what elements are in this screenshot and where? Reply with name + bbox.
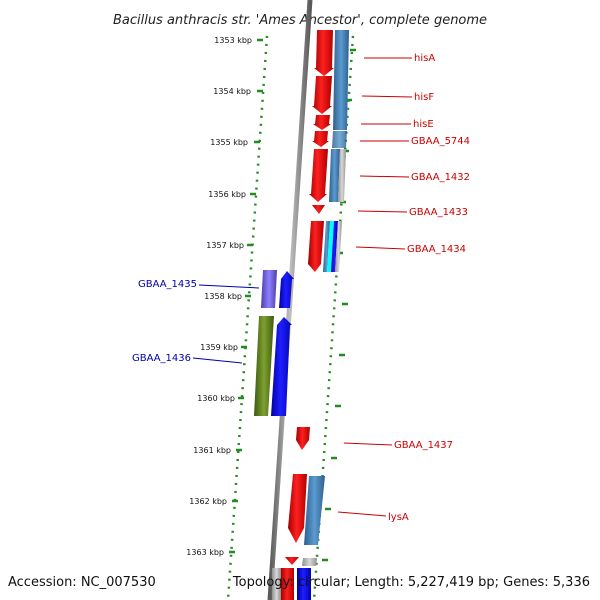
gene-arrow-GBAA_5744[interactable] xyxy=(312,131,329,147)
gene-arrow-partial[interactable] xyxy=(285,557,299,565)
gene-block-partial[interactable] xyxy=(281,568,294,600)
gene-arrow-GBAA_1435[interactable] xyxy=(279,271,294,308)
ruler-tick-label: 1355 kbp xyxy=(210,138,248,147)
leader-line-lysA xyxy=(337,511,387,517)
gene-label-hisE[interactable]: hisE xyxy=(413,119,434,130)
cds-bar-GBAA_1432-grey[interactable] xyxy=(338,149,346,202)
cds-bar-hisA[interactable] xyxy=(333,30,349,130)
ruler-tick-label: 1362 kbp xyxy=(189,497,227,506)
gene-arrow-hisA[interactable] xyxy=(314,30,334,76)
cds-bar-partial-grey-lower[interactable] xyxy=(272,568,281,600)
leader-line-GBAA_1433 xyxy=(357,210,408,213)
cds-bar-lysA[interactable] xyxy=(304,476,325,545)
cds-bar-hisE[interactable] xyxy=(332,131,347,148)
cds-bar-GBAA_1434-cyan[interactable] xyxy=(327,221,334,272)
leader-line-GBAA_1435 xyxy=(198,284,260,289)
forward-gene-labels: hisA hisF hisE GBAA_5744 GBAA_1432 GBAA_… xyxy=(337,53,470,523)
leader-line-GBAA_1434 xyxy=(355,246,406,250)
gene-arrow-GBAA_1432[interactable] xyxy=(309,149,328,202)
ruler-tick-label: 1358 kbp xyxy=(204,292,242,301)
gene-arrow-hisF[interactable] xyxy=(312,76,332,114)
gene-arrow-GBAA_1436[interactable] xyxy=(271,317,292,416)
gene-label-lysA[interactable]: lysA xyxy=(388,512,409,523)
gene-label-hisF[interactable]: hisF xyxy=(414,92,434,103)
reverse-gene-labels: GBAA_1435 GBAA_1436 xyxy=(132,279,260,364)
gene-arrow-GBAA_1433[interactable] xyxy=(312,205,325,214)
leader-line-GBAA_1432 xyxy=(359,175,410,178)
map-title: Bacillus anthracis str. 'Ames Ancestor',… xyxy=(113,13,487,28)
ruler-tick-label: 1357 kbp xyxy=(206,241,244,250)
leader-line-GBAA_1436 xyxy=(192,357,243,364)
gene-label-GBAA_1436[interactable]: GBAA_1436 xyxy=(132,353,191,364)
ruler-tick-label: 1356 kbp xyxy=(208,190,246,199)
forward-strand-genes xyxy=(281,30,334,600)
gene-label-GBAA_1434[interactable]: GBAA_1434 xyxy=(407,244,466,255)
ruler-tick-label: 1361 kbp xyxy=(193,446,231,455)
cds-features xyxy=(272,30,349,600)
genome-summary-text: Topology: circular; Length: 5,227,419 bp… xyxy=(232,575,590,590)
ruler-tick-label: 1354 kbp xyxy=(213,87,251,96)
ruler-tick-label: 1363 kbp xyxy=(186,548,224,557)
ruler: 1353 kbp 1354 kbp 1355 kbp 1356 kbp 1357… xyxy=(186,36,263,557)
cds-bar-partial-grey[interactable] xyxy=(302,558,317,566)
gene-label-GBAA_1433[interactable]: GBAA_1433 xyxy=(409,207,468,218)
cds-bar-GBAA_1434-steel[interactable] xyxy=(323,221,330,272)
gene-arrow-GBAA_1434[interactable] xyxy=(308,221,324,272)
cds-bar-GBAA_1436[interactable] xyxy=(254,316,274,416)
accession-text: Accession: NC_007530 xyxy=(8,575,156,590)
cds-bar-GBAA_1434-grey[interactable] xyxy=(335,221,342,272)
cds-bar-partial[interactable] xyxy=(297,568,311,600)
cds-bar-GBAA_1432[interactable] xyxy=(329,149,340,202)
cds-bar-GBAA_1435[interactable] xyxy=(261,270,277,308)
gene-label-GBAA_1437[interactable]: GBAA_1437 xyxy=(394,440,453,451)
gene-label-GBAA_1435[interactable]: GBAA_1435 xyxy=(138,279,197,290)
reverse-strand-genes xyxy=(254,270,294,416)
ruler-tick-label: 1360 kbp xyxy=(197,394,235,403)
leader-line-GBAA_1437 xyxy=(343,442,393,446)
leader-line-hisF xyxy=(361,95,413,98)
gene-label-GBAA_5744[interactable]: GBAA_5744 xyxy=(411,136,470,147)
gene-arrow-GBAA_1437[interactable] xyxy=(296,427,310,450)
gene-label-GBAA_1432[interactable]: GBAA_1432 xyxy=(411,172,470,183)
ruler-tick-label: 1359 kbp xyxy=(200,343,238,352)
gene-arrow-hisE[interactable] xyxy=(313,115,331,130)
ruler-tick-label: 1353 kbp xyxy=(214,36,252,45)
cds-bar-GBAA_1434-blue[interactable] xyxy=(331,221,338,272)
gene-arrow-lysA[interactable] xyxy=(288,474,307,543)
gene-label-hisA[interactable]: hisA xyxy=(414,53,435,64)
